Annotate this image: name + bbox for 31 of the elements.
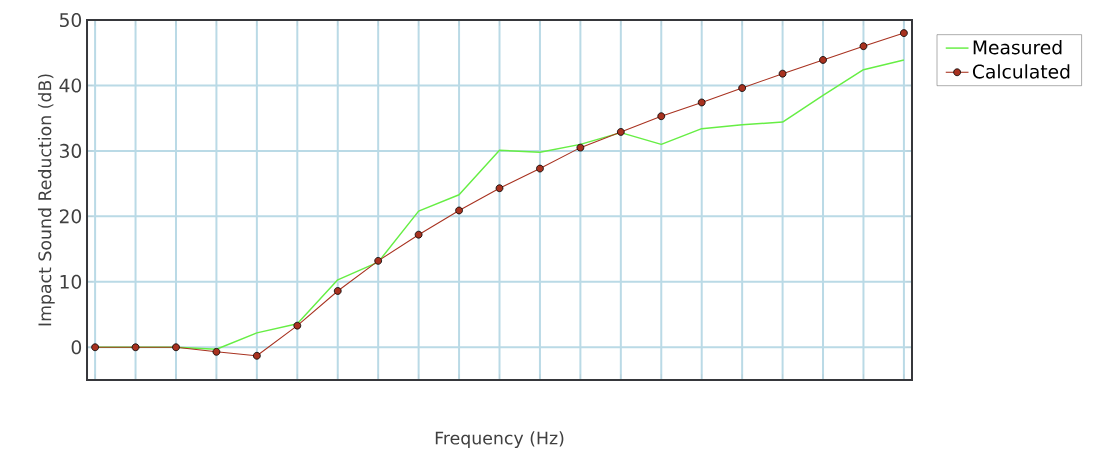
point [455,206,463,215]
point [697,98,706,107]
y-tick-label: 40 [59,78,82,93]
point [374,257,383,265]
point [293,321,302,330]
y-tick-label: 30 [59,143,82,158]
point [172,343,180,352]
point [253,351,261,360]
point [576,143,585,152]
point [212,347,221,356]
point [414,230,423,239]
point [536,164,544,173]
point [859,42,868,51]
point [900,29,908,37]
point [495,184,504,193]
point [91,343,99,352]
point [657,112,666,121]
point [616,128,625,136]
legend-label: Calculated [972,64,1070,79]
y-tick-label: 0 [71,340,82,355]
point [738,84,747,92]
point [819,56,827,64]
legend-label: Measured [973,40,1062,55]
y-tick-label: 20 [59,209,82,224]
point [131,343,140,352]
x-axis-title: Frequency (Hz) [435,431,564,448]
point [778,69,787,78]
point [333,287,342,295]
y-axis-title: Impact Sound Reduction (dB) [37,74,55,326]
y-tick-label: 10 [60,274,82,289]
y-tick-label: 50 [59,12,82,28]
